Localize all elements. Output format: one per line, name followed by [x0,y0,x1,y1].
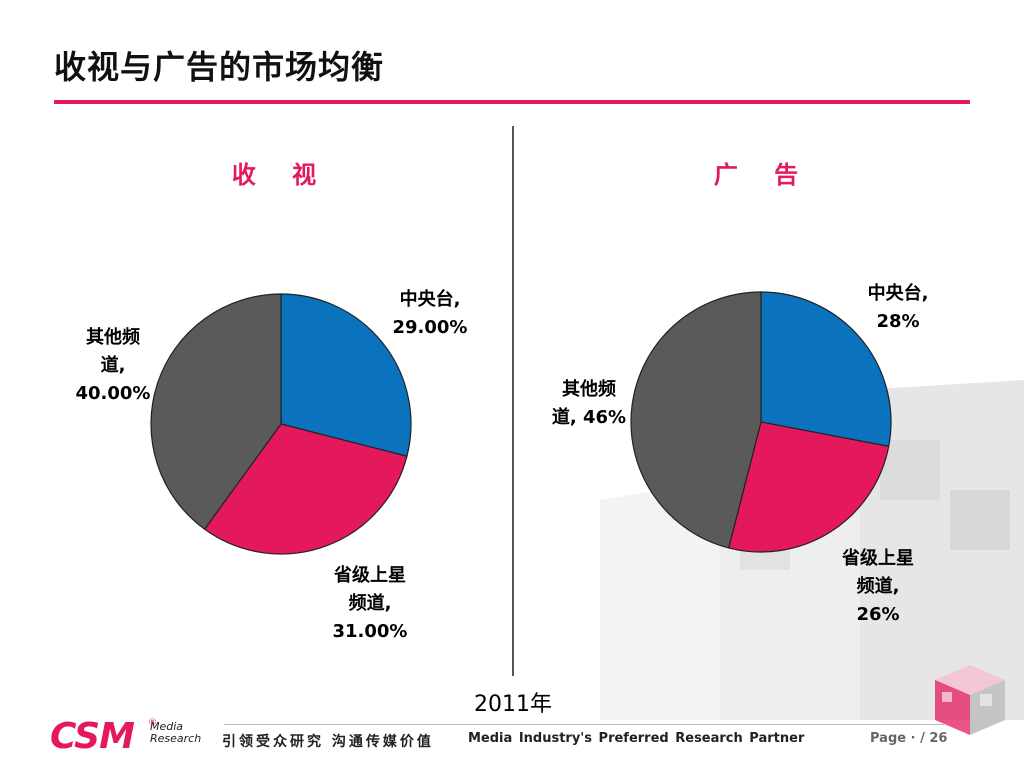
pie-1-slice-中央台 [760,291,892,448]
pie-0-slice-省级上星频道 [203,423,408,555]
slogan-chinese: 引领受众研究 沟通传媒价值 [222,734,434,750]
chart-divider [512,126,514,676]
registered-mark: ® [148,718,157,728]
logo-subtitle: Media Research [150,720,202,745]
page-number: Page · / 26 [870,731,948,746]
pie-title-advertising: 广 告 [713,161,813,189]
label-ad-cctv: 中央台, 28% [867,283,929,332]
pie-0-slice-其他频道 [150,293,282,531]
pie-title-ratings: 收 视 [231,161,331,189]
year-label: 2011年 [474,692,552,717]
title-underline [54,100,970,104]
footer-rule [224,724,944,725]
slide-title: 收视与广告的市场均衡 [54,48,385,86]
label-ratings-cctv: 中央台, 29.00% [392,289,468,338]
label-ratings-other: 其他频 道, 40.00% [75,327,151,404]
cube-logo-icon [935,665,1005,735]
label-ad-provincial: 省级上星 频道, 26% [842,548,914,625]
pie-1-slice-其他频道 [630,291,762,549]
pie-1-slice-省级上星频道 [727,421,890,553]
label-ad-other: 其他频 道, 46% [551,379,627,428]
csm-logo: CSM [50,716,135,757]
slogan-english: Media Industry's Preferred Research Part… [468,731,805,746]
pie-0-slice-中央台 [280,293,412,458]
label-ratings-provincial: 省级上星 频道, 31.00% [332,565,408,642]
